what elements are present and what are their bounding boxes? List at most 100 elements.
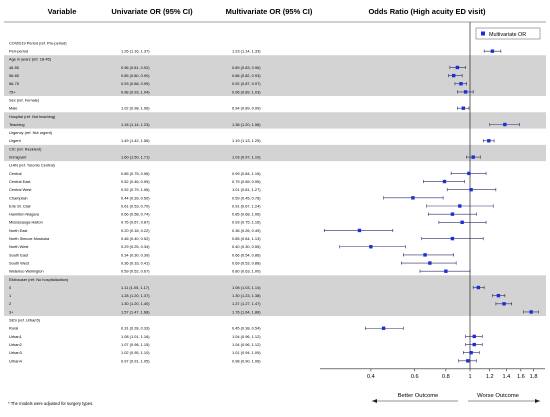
x-axis-ticks: 0.4 0.6 0.8 1 1.2 1.4 1.6 1.8 <box>367 368 537 380</box>
multivariate-or-cell: 0.85 (0.68, 1.06) <box>232 212 261 217</box>
row-label: Hamilton Niagara <box>9 212 40 217</box>
univariate-or-cell: 0.98 (0.93, 1.04) <box>121 89 150 94</box>
multivariate-or-cell: 1.01 (0.94, 1.09) <box>232 350 261 355</box>
group-header-label: COVID19 Period (ref. Pre-period) <box>9 40 67 45</box>
univariate-or-cell: 0.97 (0.91, 1.05) <box>121 358 150 363</box>
row-label: 66-75 <box>9 81 19 86</box>
row-label: South East <box>9 252 29 257</box>
row-label: North Simcoe Muskoka <box>9 236 50 241</box>
or-point-marker <box>411 196 415 200</box>
row-label: 3+ <box>9 309 14 314</box>
legend-label: Multivariate OR <box>489 32 526 38</box>
row-label: Waterloo Wellington <box>9 269 44 274</box>
or-point-marker <box>460 220 464 224</box>
univariate-or-cell: 0.66 (0.58, 0.74) <box>121 212 150 217</box>
multivariate-or-cell: 0.91 (0.67, 1.24) <box>232 203 261 208</box>
univariate-or-cell: 0.93 (0.88, 0.99) <box>121 81 150 86</box>
or-point-marker <box>476 285 481 290</box>
row-label: North West <box>9 244 29 249</box>
multivariate-or-cell: 1.03 (0.97, 1.10) <box>232 155 261 160</box>
univariate-or-cell: 0.34 (0.30, 0.39) <box>121 252 150 257</box>
multivariate-or-cell: 0.99 (0.84, 1.16) <box>232 171 261 176</box>
forest-marks <box>323 49 539 363</box>
univariate-or-cell: 1.11 (1.05, 1.17) <box>121 285 150 290</box>
row-label: 75+ <box>9 89 16 94</box>
or-point-marker <box>459 82 463 86</box>
row-label: Rural <box>9 326 18 331</box>
univariate-or-cell: 0.59 (0.52, 0.67) <box>121 269 150 274</box>
shaded-row-band <box>4 275 546 317</box>
or-point-marker <box>442 179 447 184</box>
or-point-marker <box>428 261 432 265</box>
or-point-marker <box>469 351 473 355</box>
univariate-or-cell: 1.26 (1.16, 1.37) <box>121 49 150 54</box>
multivariate-or-cell: 1.04 (0.96, 1.12) <box>232 334 261 339</box>
or-point-marker <box>369 245 373 249</box>
x-tick-label: 1.2 <box>486 374 494 380</box>
x-tick-label: 1.4 <box>503 374 511 380</box>
multivariate-or-cell: 1.37 (1.27, 1.47) <box>232 301 261 306</box>
or-point-marker <box>529 310 533 314</box>
or-point-marker <box>472 334 476 339</box>
univariate-or-cell: 1.02 (0.98, 1.06) <box>121 106 150 111</box>
footnote: * The models were adjusted for surgery t… <box>8 401 93 406</box>
row-label: Immigrant <box>9 155 27 160</box>
multivariate-or-cell: 0.80 (0.63, 1.00) <box>232 269 261 274</box>
multivariate-or-cell: 0.66 (0.54, 0.86) <box>232 252 261 257</box>
group-header-label: Urgency (ref. Not urgent) <box>9 130 53 135</box>
univariate-or-cell: 1.08 (1.01, 1.16) <box>121 334 150 339</box>
or-point-marker <box>487 139 491 143</box>
row-label: 2 <box>9 301 11 306</box>
row-label: Champlain <box>9 195 28 200</box>
group-header-label: Hospital (ref. Not teaching) <box>9 114 56 119</box>
multivariate-or-cell: 0.45 (0.38, 0.54) <box>232 326 261 331</box>
univariate-or-cell: 0.29 (0.25, 0.34) <box>121 244 150 249</box>
multivariate-or-cell: 0.89 (0.83, 0.96) <box>232 65 261 70</box>
univariate-or-cell: 1.49 (1.42, 1.56) <box>121 138 150 143</box>
univariate-or-cell: 0.44 (0.39, 0.50) <box>121 195 150 200</box>
univariate-or-cell: 0.36 (0.33, 0.41) <box>121 260 150 265</box>
multivariate-or-cell: 1.23 (1.14, 1.33) <box>232 49 261 54</box>
x-tick-label: 1 <box>468 374 471 380</box>
row-label: Urban1 <box>9 334 22 339</box>
row-label: 46-55 <box>9 65 19 70</box>
group-header-label: Elixhauser (ref. No hospitalization) <box>9 277 69 282</box>
multivariate-or-cell: 1.38 (1.20, 1.58) <box>232 122 261 127</box>
row-label: 0 <box>9 285 12 290</box>
row-label: Mississauga Halton <box>9 220 43 225</box>
univariate-or-cell: 0.31 (0.28, 0.33) <box>121 326 150 331</box>
univariate-or-cell: 0.52 (0.46, 0.59) <box>121 179 150 184</box>
or-point-marker <box>461 106 466 110</box>
row-label: North East <box>9 228 28 233</box>
univariate-or-cell: 1.02 (0.95, 1.10) <box>121 350 150 355</box>
univariate-or-cell: 1.57 (1.47, 1.68) <box>121 309 150 314</box>
or-point-marker <box>490 49 495 53</box>
group-header-label: CIC (ref. Resident) <box>9 146 42 151</box>
multivariate-or-cell: 1.04 (0.96, 1.12) <box>232 342 261 347</box>
header-univariate: Univariate OR (95% CI) <box>111 7 193 16</box>
or-point-marker <box>466 359 470 363</box>
or-point-marker <box>472 342 476 347</box>
row-label: 1 <box>9 293 11 298</box>
row-label: Male <box>9 106 17 111</box>
univariate-or-cell: 1.28 (1.20, 1.37) <box>121 293 150 298</box>
multivariate-or-cell: 0.93 (0.75, 1.16) <box>232 220 261 225</box>
or-point-marker <box>458 204 462 208</box>
legend-box <box>475 27 541 40</box>
x-tick-label: 1.6 <box>517 374 525 380</box>
multivariate-or-cell: 0.85 (0.64, 1.13) <box>232 236 261 241</box>
multivariate-or-cell: 0.96 (0.89, 1.03) <box>232 89 261 94</box>
univariate-or-cell: 0.46 (0.40, 0.52) <box>121 236 150 241</box>
multivariate-or-cell: 1.19 (1.13, 1.25) <box>232 138 261 143</box>
legend: Multivariate OR <box>475 27 541 40</box>
row-label: Erie St. Clair <box>9 203 32 208</box>
univariate-or-cell: 0.61 (0.53, 0.70) <box>121 203 150 208</box>
multivariate-or-cell: 0.86 (0.82, 0.93) <box>232 73 261 78</box>
arrow-left-icon <box>372 399 377 403</box>
or-point-marker <box>381 326 386 330</box>
multivariate-or-cell: 1.76 (1.64, 1.88) <box>232 309 261 314</box>
header-variable: Variable <box>48 7 77 16</box>
or-point-marker <box>463 90 468 94</box>
row-label: South West <box>9 260 30 265</box>
